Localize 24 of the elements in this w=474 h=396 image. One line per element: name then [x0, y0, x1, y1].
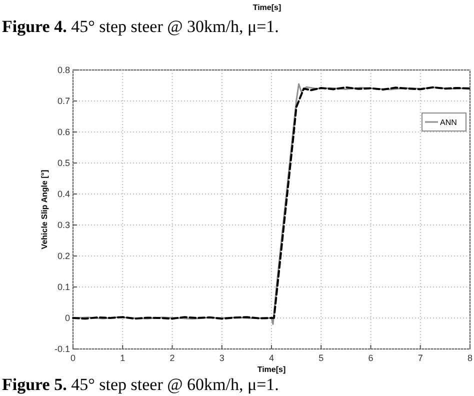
y-tick-label: 0.2	[57, 251, 70, 261]
y-tick-label: -0.1	[54, 344, 70, 354]
x-tick-label: 3	[219, 353, 224, 363]
x-tick-label: 5	[318, 353, 324, 363]
x-tick-label: 7	[418, 353, 423, 363]
caption: Figure 4. 45° step steer @ 30km/h, μ=1.	[2, 17, 279, 36]
y-tick-label: 0.4	[57, 189, 70, 199]
y-tick-label: 0.5	[57, 158, 70, 168]
y-tick-label: 0.8	[57, 65, 70, 75]
y-tick-label: 0.1	[57, 282, 70, 292]
x-tick-label: 8	[467, 353, 473, 363]
x-tick-label: 1	[120, 353, 126, 363]
y-tick-label: 0.3	[57, 220, 70, 230]
y-tick-label: 0.7	[57, 96, 70, 106]
y-tick-label: 0	[64, 313, 70, 323]
x-tick-label: 6	[368, 353, 374, 363]
text: Figure 5. 45° step steer @ 60km/h, μ=1.	[2, 375, 279, 394]
x-tick-label: 2	[170, 353, 175, 363]
y-tick-label: 0.6	[57, 127, 70, 137]
x-axis-title: Time[s]	[257, 365, 286, 374]
y-axis-title: Vehicle Slip Angle [°]	[40, 169, 49, 250]
text: Time[s]	[252, 3, 282, 12]
x-tick-label: 4	[268, 353, 274, 363]
legend-label: ANN	[440, 118, 458, 127]
